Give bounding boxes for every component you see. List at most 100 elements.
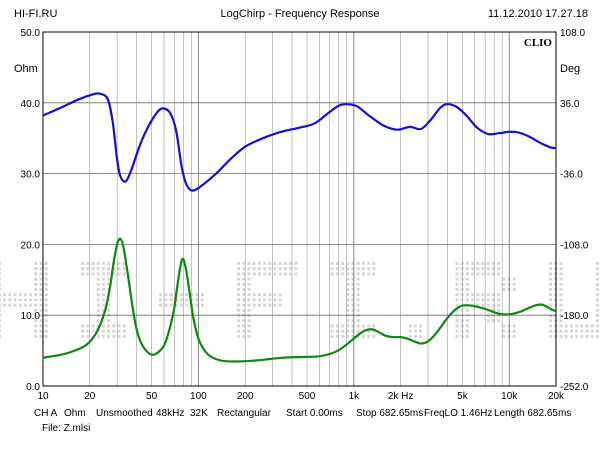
watermark-dot [335,329,339,333]
watermark-dot [86,262,90,265]
watermark-dot [341,334,345,338]
x-tick-label: 200 [237,391,254,402]
watermark-dot [101,334,105,338]
watermark-dot [481,303,485,307]
watermark-dot [247,324,251,328]
watermark-dot [263,293,267,297]
watermark-dot [372,334,376,338]
watermark-dot [549,303,553,307]
watermark-dot [247,334,251,338]
watermark-dot [351,329,355,333]
watermark-dot [242,324,246,328]
watermark-dot [23,303,27,307]
watermark-dot [273,293,277,297]
watermark-dot [252,303,256,307]
watermark-dot [502,324,506,328]
watermark-dot [96,262,100,265]
watermark-dot [247,277,251,281]
watermark-dot [471,267,475,271]
y-left-axis-label: Ohm [14,63,38,75]
watermark-dot [502,329,506,333]
watermark-dot [44,262,48,265]
watermark-dot [549,272,553,276]
watermark-dot [346,334,350,338]
watermark-dot [247,308,251,312]
watermark-dot [491,262,495,265]
watermark-dot [351,303,355,307]
watermark-dot [81,267,85,271]
y-left-tick-label: 20.0 [21,240,41,251]
watermark-dot [34,314,38,317]
watermark-dot [335,324,339,328]
watermark-dot [595,303,599,307]
watermark-dot [29,303,33,307]
watermark-dot [39,308,43,312]
watermark-dot [86,324,90,328]
watermark-dot [237,277,241,281]
watermark-dot [179,303,183,307]
watermark-dot [0,293,1,297]
watermark-dot [330,267,334,271]
header-chart-title: LogChirp - Frequency Response [220,8,380,20]
watermark-dot [268,303,272,307]
watermark-dot [107,267,111,271]
watermark-dot [590,324,594,328]
watermark-dot [252,293,256,297]
watermark-dot [278,267,282,271]
watermark-dot [0,334,1,338]
watermark-dot [96,334,100,338]
watermark-dot [356,308,360,312]
watermark-dot [408,334,412,338]
watermark-dot [96,303,100,307]
watermark-dot [195,293,199,297]
watermark-dot [486,267,490,271]
watermark-dot [595,277,599,281]
watermark-dot [330,272,334,276]
watermark-dot [0,329,1,333]
watermark-dot [101,329,105,333]
watermark-dot [34,272,38,276]
watermark-dot [341,272,345,276]
watermark-dot [185,293,189,297]
watermark-dot [283,262,287,265]
watermark-dot [549,282,553,286]
watermark-dot [419,329,423,333]
watermark-dot [559,288,563,291]
watermark-dot [107,277,111,281]
watermark-dot [263,267,267,271]
watermark-dot [476,262,480,265]
watermark-dot [242,334,246,338]
watermark-dot [268,262,272,265]
watermark-dot [585,334,589,338]
watermark-dot [257,267,261,271]
watermark-dot [0,277,1,281]
y-right-tick-label: -36.0 [560,170,583,181]
watermark-dot [497,272,501,276]
watermark-dot [549,262,553,265]
watermark-dot [257,293,261,297]
watermark-dot [81,334,85,338]
watermark-dot [164,303,168,307]
watermark-dot [497,262,501,265]
watermark-dot [559,334,563,338]
x-tick-label: 100 [190,391,207,402]
y-right-tick-label: -108.0 [560,240,589,251]
watermark-dot [263,303,267,307]
watermark-dot [195,303,199,307]
watermark-dot [351,324,355,328]
watermark-dot [465,282,469,286]
watermark-dot [39,324,43,328]
watermark-dot [455,329,459,333]
watermark-dot [122,262,126,265]
watermark-dot [273,303,277,307]
footer-param: CH A [34,408,58,419]
watermark-dot [595,272,599,276]
footer-param: Unsmoothed [96,408,153,419]
watermark-dot [595,288,599,291]
watermark-dot [237,267,241,271]
watermark-dot [351,308,355,312]
watermark-dot [200,303,204,307]
watermark-dot [512,329,516,333]
watermark-dot [242,308,246,312]
